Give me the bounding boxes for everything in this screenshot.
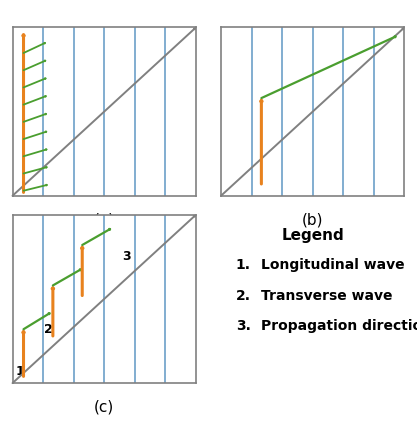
- Text: 1: 1: [15, 365, 24, 378]
- Text: 3.: 3.: [236, 319, 251, 333]
- Text: Longitudinal wave: Longitudinal wave: [261, 258, 405, 272]
- Text: 1.: 1.: [236, 258, 251, 272]
- Text: (b): (b): [302, 213, 324, 228]
- Text: Propagation direction: Propagation direction: [261, 319, 417, 333]
- Text: (c): (c): [94, 400, 114, 415]
- Text: (a): (a): [94, 213, 115, 228]
- Text: 2: 2: [44, 322, 53, 336]
- Text: Transverse wave: Transverse wave: [261, 288, 393, 303]
- Text: 3: 3: [123, 250, 131, 263]
- Text: 2.: 2.: [236, 288, 251, 303]
- Text: Legend: Legend: [281, 228, 344, 243]
